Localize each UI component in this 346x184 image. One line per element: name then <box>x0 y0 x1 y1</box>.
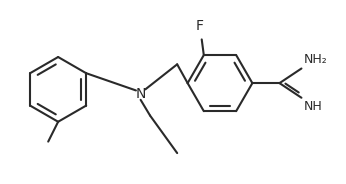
Text: N: N <box>135 86 146 101</box>
Text: NH: NH <box>303 100 322 113</box>
Text: NH₂: NH₂ <box>303 53 327 66</box>
Text: F: F <box>195 19 204 33</box>
